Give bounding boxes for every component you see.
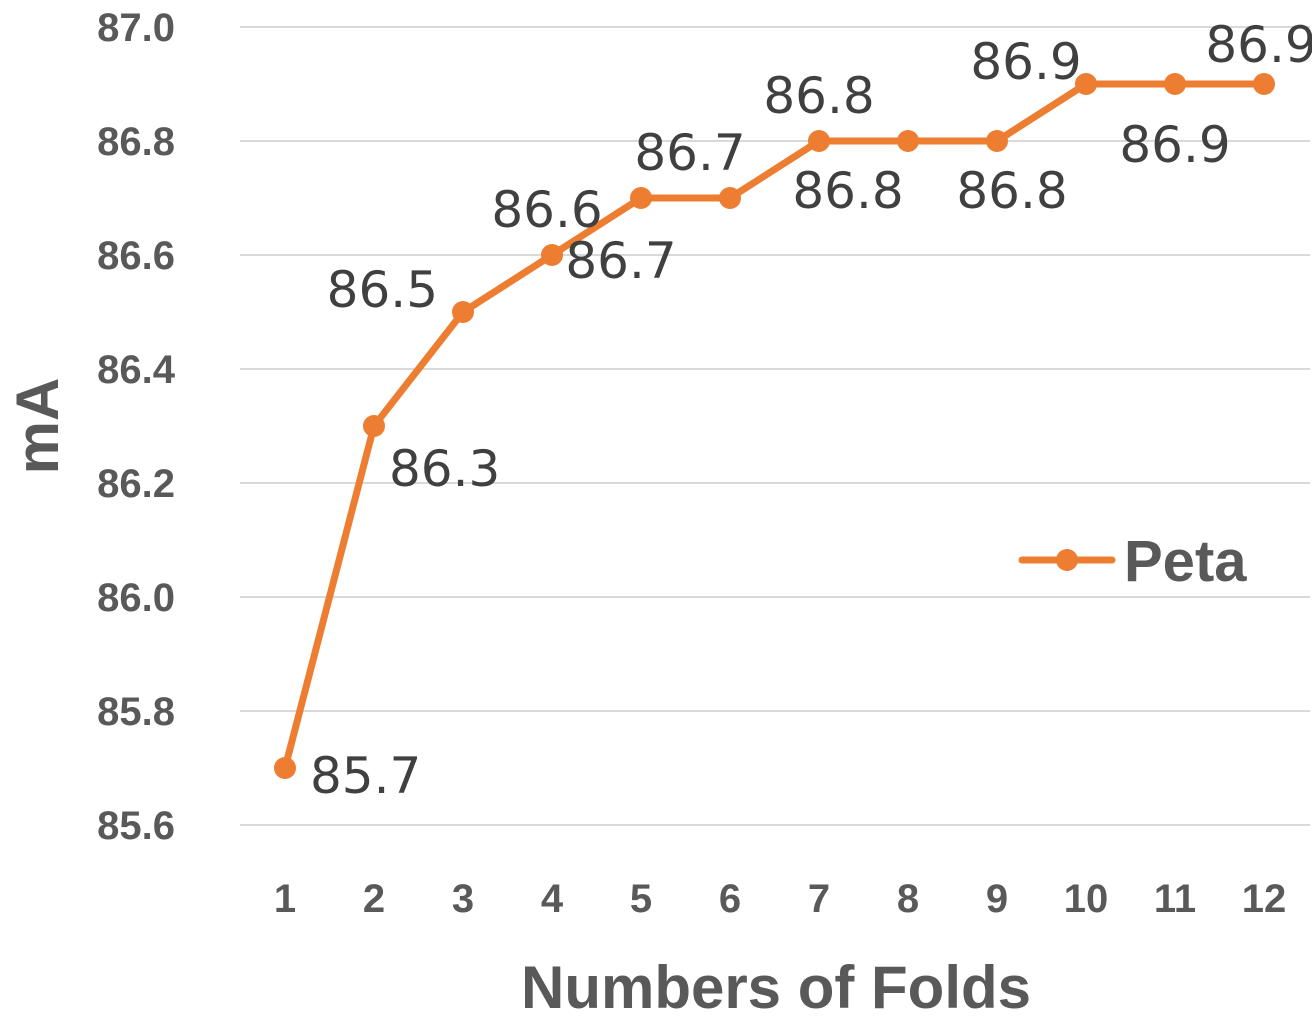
x-tick-label: 3 — [452, 877, 474, 921]
x-tick-label: 2 — [363, 877, 385, 921]
data-point — [719, 187, 741, 209]
data-label: 86.8 — [956, 162, 1067, 220]
data-point — [363, 415, 385, 437]
data-label: 86.7 — [565, 232, 676, 290]
data-label: 86.8 — [792, 162, 903, 220]
data-point — [986, 130, 1008, 152]
x-tick-label: 8 — [897, 877, 919, 921]
x-axis-title: Numbers of Folds — [521, 954, 1031, 1021]
y-axis-ticks: 85.6 85.8 86.0 86.2 86.4 86.6 86.8 87.0 — [97, 6, 176, 848]
data-point — [1075, 73, 1097, 95]
x-tick-label: 6 — [719, 877, 741, 921]
data-label: 86.9 — [1119, 116, 1230, 174]
data-point — [452, 301, 474, 323]
data-point — [1164, 73, 1186, 95]
y-tick-label: 87.0 — [97, 6, 175, 50]
legend-entry-peta: Peta — [1124, 529, 1247, 594]
y-tick-label: 86.8 — [97, 120, 175, 164]
y-tick-label: 85.8 — [97, 690, 175, 734]
data-label: 85.7 — [310, 747, 421, 805]
legend: Peta — [1018, 529, 1247, 594]
y-tick-label: 86.4 — [97, 348, 176, 392]
data-label: 86.8 — [763, 67, 874, 125]
data-label: 86.5 — [327, 261, 438, 319]
x-tick-label: 1 — [274, 877, 296, 921]
legend-swatch-marker — [1056, 549, 1078, 571]
data-point — [897, 130, 919, 152]
x-tick-label: 5 — [630, 877, 652, 921]
data-label: 86.7 — [634, 124, 745, 182]
data-point — [630, 187, 652, 209]
data-point — [274, 757, 296, 779]
data-label: 86.9 — [970, 33, 1081, 91]
data-labels: 85.786.386.586.686.786.786.886.8 86.886.9… — [310, 16, 1312, 805]
x-tick-label: 10 — [1064, 877, 1109, 921]
data-point — [541, 244, 563, 266]
y-tick-label: 86.2 — [97, 462, 175, 506]
x-tick-label: 11 — [1154, 877, 1196, 921]
data-label: 86.3 — [389, 440, 500, 498]
y-axis-title: mA — [4, 378, 71, 475]
x-tick-label: 7 — [808, 877, 830, 921]
data-point — [808, 130, 830, 152]
data-label: 86.9 — [1205, 16, 1312, 74]
y-tick-label: 86.0 — [97, 576, 175, 620]
series-peta — [274, 73, 1275, 779]
y-tick-label: 85.6 — [97, 804, 175, 848]
series-line-peta — [281, 80, 1268, 772]
x-tick-label: 9 — [986, 877, 1008, 921]
x-tick-label: 4 — [541, 877, 564, 921]
data-label: 86.6 — [491, 181, 602, 239]
x-tick-label: 12 — [1242, 877, 1287, 921]
x-axis-ticks: 1 2 3 4 5 6 7 8 9 10 11 12 — [274, 877, 1286, 921]
data-point — [1253, 73, 1275, 95]
y-tick-label: 86.6 — [97, 234, 175, 278]
